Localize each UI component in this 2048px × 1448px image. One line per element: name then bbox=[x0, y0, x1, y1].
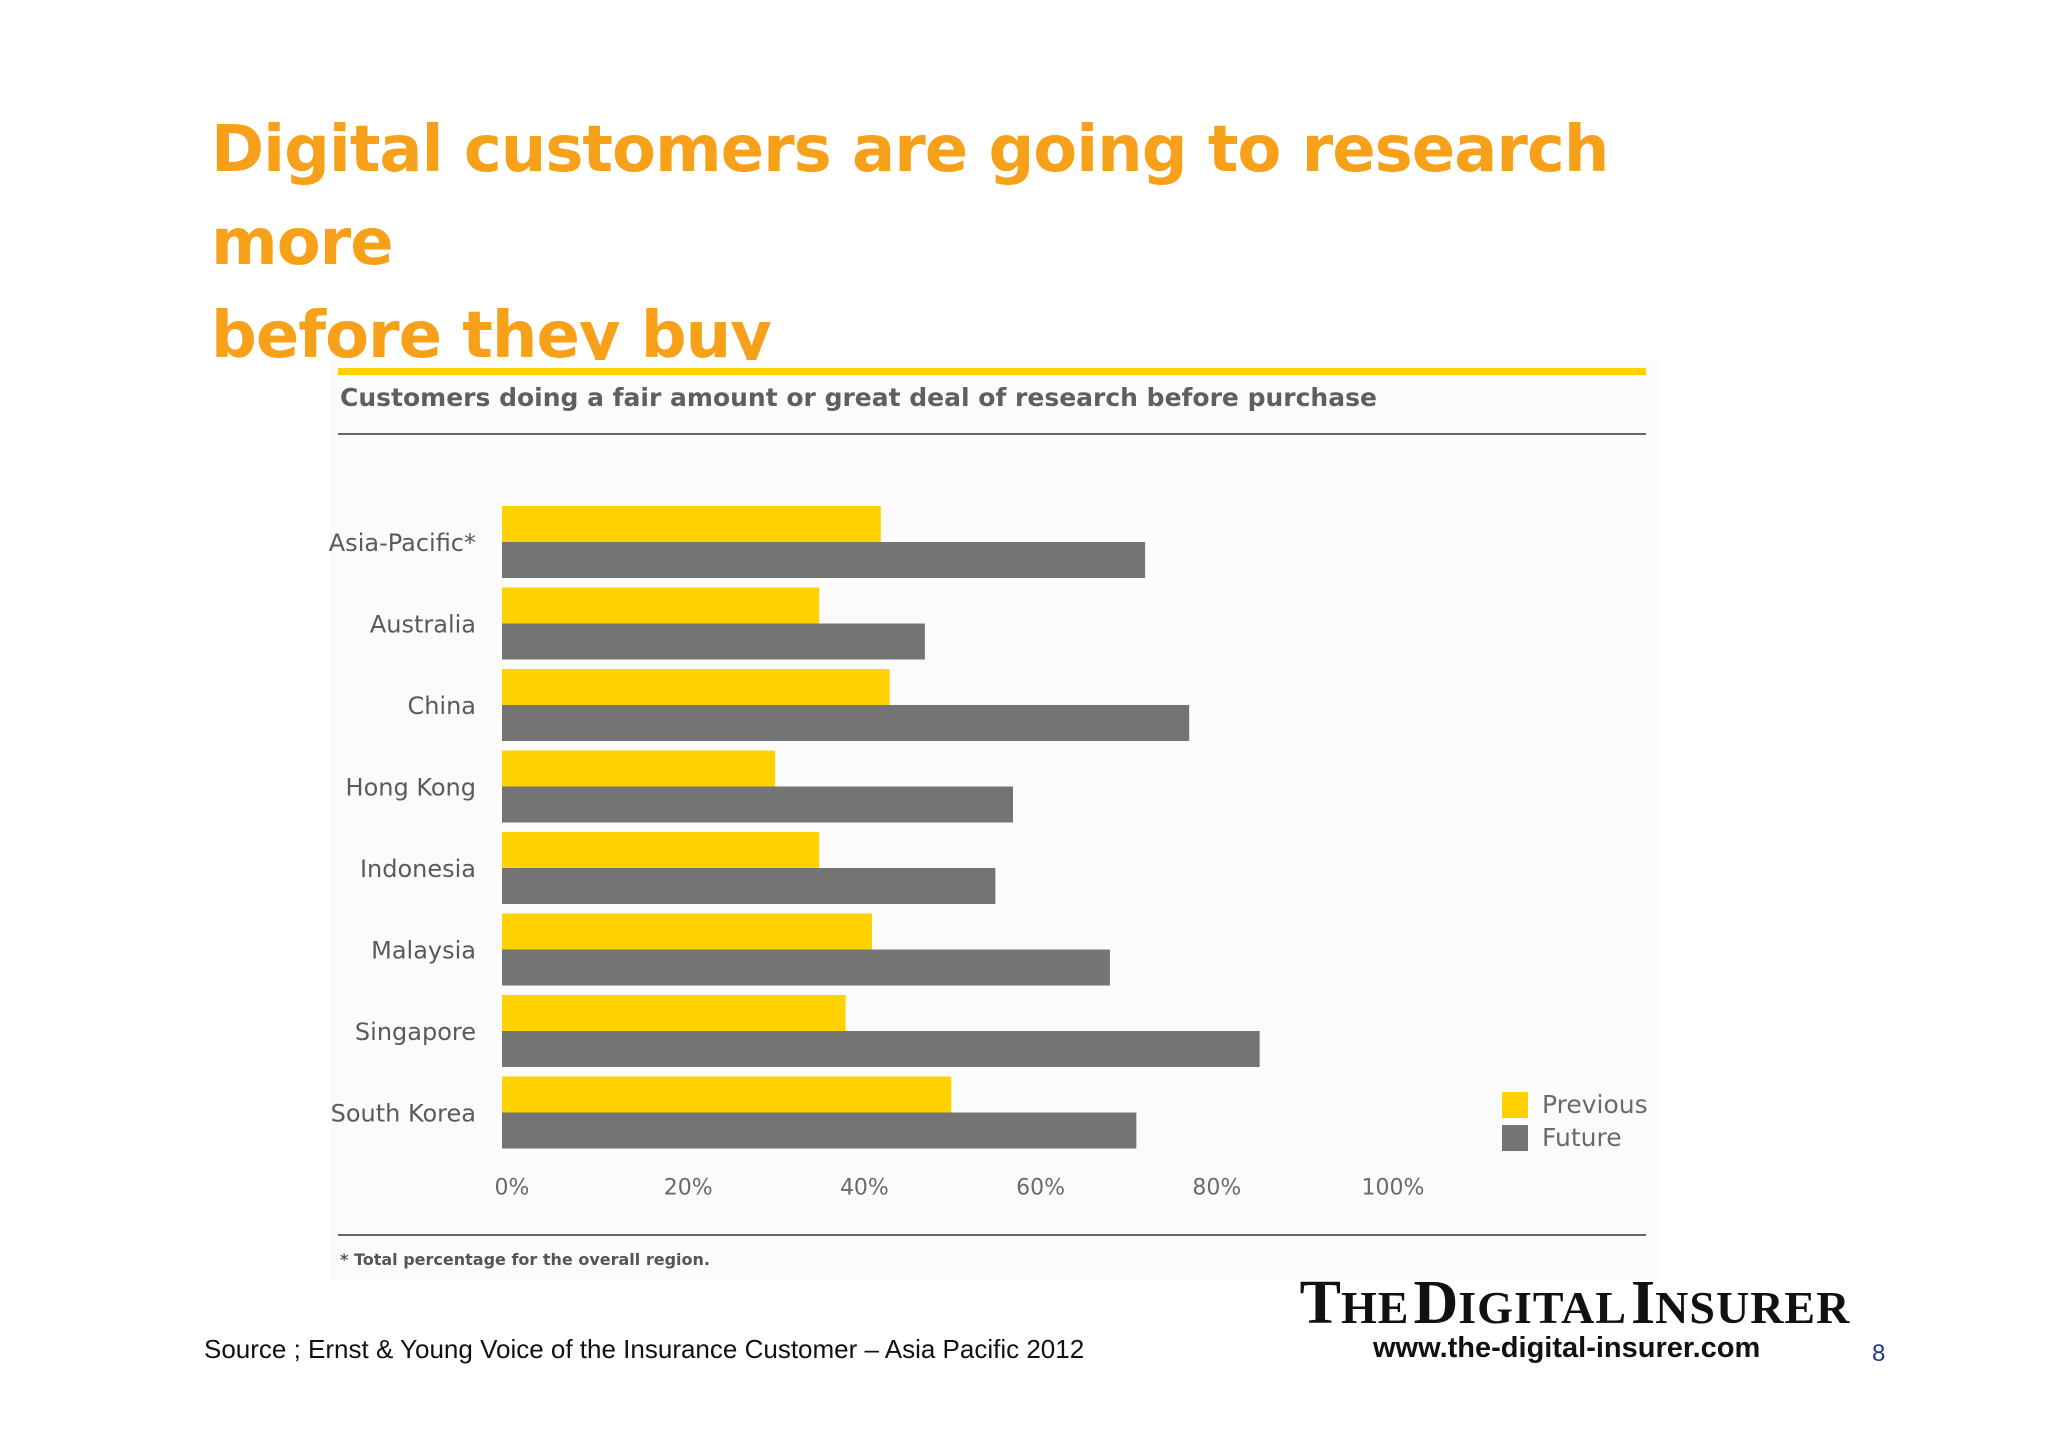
category-label-malaysia: Malaysia bbox=[371, 937, 476, 965]
bar-singapore-future bbox=[502, 1031, 1260, 1067]
bar-asia-pacific-previous bbox=[502, 506, 881, 542]
category-label-asia-pacific: Asia-Pacific* bbox=[329, 529, 476, 557]
brand-cap-1: T bbox=[1299, 1269, 1342, 1337]
bar-malaysia-previous bbox=[502, 913, 873, 950]
chart-title-divider bbox=[338, 433, 1646, 435]
bar-indonesia-future bbox=[502, 868, 996, 904]
category-label-china: China bbox=[407, 692, 476, 720]
category-label-south-korea: South Korea bbox=[331, 1100, 476, 1128]
bar-south-korea-previous bbox=[502, 1076, 952, 1113]
source-citation: Source ; Ernst & Young Voice of the Insu… bbox=[204, 1334, 1085, 1364]
brand-cap-2: D bbox=[1413, 1269, 1459, 1337]
bar-australia-previous bbox=[502, 587, 820, 624]
bar-malaysia-future bbox=[502, 949, 1110, 986]
chart-top-rule bbox=[338, 368, 1646, 375]
bar-china-previous bbox=[502, 669, 890, 705]
brand-cap-3: I bbox=[1631, 1269, 1656, 1337]
legend-swatch-previous bbox=[1502, 1091, 1528, 1118]
bar-australia-future bbox=[502, 623, 925, 660]
brand-url[interactable]: www.the-digital-insurer.com bbox=[1373, 1332, 1761, 1364]
chart-bottom-divider bbox=[338, 1234, 1646, 1236]
brand-word-1: HE bbox=[1341, 1282, 1410, 1333]
bar-china-future bbox=[502, 705, 1190, 741]
x-tick-label-40: 40% bbox=[840, 1176, 889, 1201]
x-tick-label-100: 100% bbox=[1362, 1176, 1425, 1201]
legend-item-future: Future bbox=[1502, 1121, 1648, 1154]
bar-hong-kong-future bbox=[502, 786, 1013, 823]
brand-word-2: IGITAL bbox=[1458, 1282, 1628, 1333]
chart-footnote: * Total percentage for the overall regio… bbox=[340, 1250, 710, 1269]
chart-legend: Previous Future bbox=[1502, 1088, 1648, 1154]
legend-label-previous: Previous bbox=[1542, 1090, 1648, 1119]
x-tick-label-60: 60% bbox=[1016, 1176, 1065, 1201]
category-label-hong-kong: Hong Kong bbox=[346, 774, 476, 802]
x-tick-label-0: 0% bbox=[495, 1176, 530, 1201]
legend-swatch-future bbox=[1502, 1124, 1528, 1151]
x-tick-label-20: 20% bbox=[664, 1176, 713, 1201]
legend-label-future: Future bbox=[1542, 1123, 1622, 1152]
bar-asia-pacific-future bbox=[502, 542, 1146, 578]
category-label-australia: Australia bbox=[370, 611, 476, 639]
chart-title: Customers doing a fair amount or great d… bbox=[340, 383, 1377, 412]
bar-indonesia-previous bbox=[502, 832, 820, 868]
bar-singapore-previous bbox=[502, 995, 846, 1031]
brand-word-3: NSURER bbox=[1655, 1282, 1851, 1333]
slide-title: Digital customers are going to research … bbox=[211, 104, 1811, 383]
legend-item-previous: Previous bbox=[1502, 1088, 1648, 1121]
bar-hong-kong-previous bbox=[502, 750, 776, 787]
brand-logo: THE DIGITAL INSURER bbox=[1250, 1268, 1900, 1339]
page-number: 8 bbox=[1872, 1340, 1886, 1367]
category-label-singapore: Singapore bbox=[355, 1018, 476, 1046]
x-tick-label-80: 80% bbox=[1192, 1176, 1241, 1201]
category-label-indonesia: Indonesia bbox=[360, 855, 476, 883]
slide-title-line-1: Digital customers are going to research … bbox=[211, 113, 1609, 280]
bar-south-korea-future bbox=[502, 1112, 1137, 1149]
